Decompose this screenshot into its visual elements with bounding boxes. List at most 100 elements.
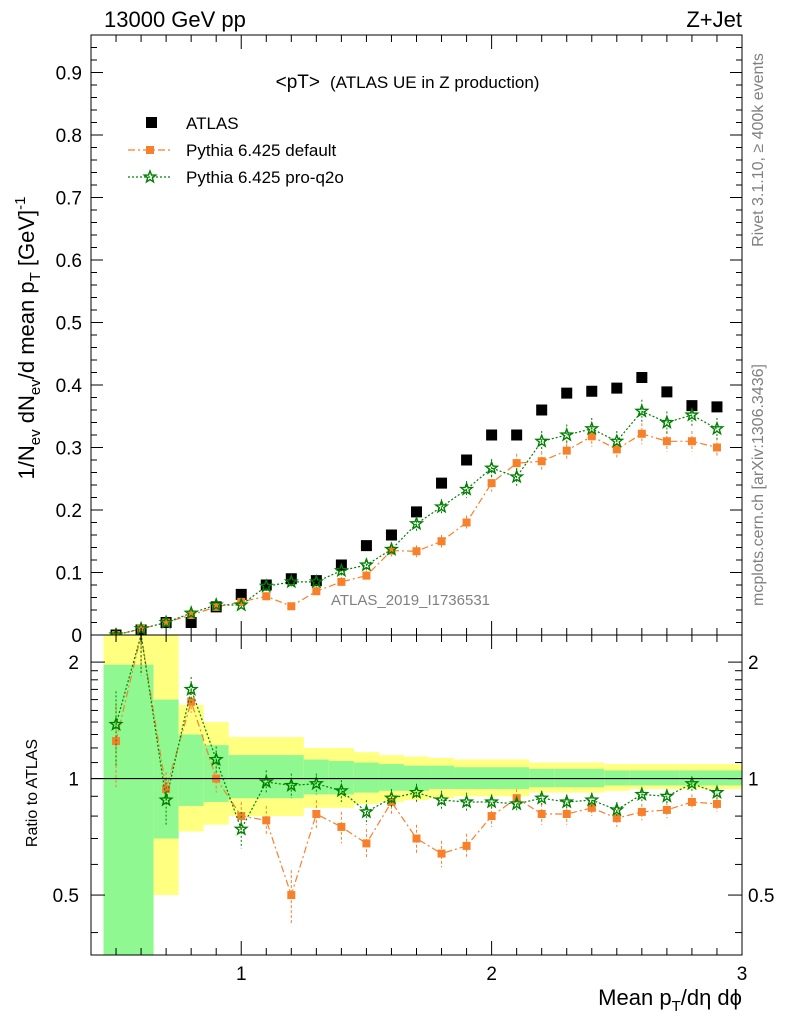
ratio-proq2o-point [158,792,174,807]
main-ytick-label: 0.2 [56,501,82,522]
proq2o-point [383,541,400,556]
x-axis-label: Mean pT/dη dϕ [598,985,742,1015]
y-axis-label: 1/Nev dNev/d mean pT [GeV]-1 [12,197,44,480]
atlas-point [686,400,698,412]
proq2o-point [458,481,475,496]
proq2o-point [483,460,500,475]
proq2o-point [659,414,675,430]
proq2o-point [609,433,625,448]
plot-title: <pT> [276,72,320,93]
ratio-default-point [712,799,721,808]
ratio-default-point [287,891,296,900]
ratio-proq2o-point [458,793,475,809]
default-point [162,618,171,627]
ratio-proq2o-point [308,775,325,791]
atlas-point [436,477,448,489]
atlas-point [235,588,247,600]
ratio-proq2o-point [433,792,450,807]
ratio-default-point [562,809,571,818]
proq2o-point [233,596,249,612]
default-point [462,518,471,527]
ratio-xtick-label: 3 [737,964,748,985]
proq2o-point [433,498,450,514]
band-inner [429,765,455,789]
default-point [312,587,321,596]
proq2o-point [584,420,600,436]
atlas-point [661,386,673,398]
main-ytick-label: 0.7 [56,189,82,210]
atlas-point [185,617,197,628]
proq2o-point [308,573,325,589]
band-inner [153,699,179,839]
ratio-proq2o-point [508,795,525,811]
ratio-default-point [362,839,371,848]
proq2o-point [208,597,224,612]
ratio-proq2o-point [233,821,249,836]
main-ytick-label: 0.9 [56,64,82,85]
ratio-ytick-label-right: 1 [748,770,759,791]
ratio-proq2o-point [183,681,199,696]
header-right: Z+Jet [686,7,742,32]
ratio-default-point [412,834,421,843]
legend-label-default: Pythia 6.425 default [186,141,337,160]
main-ytick-label: 0 [71,626,82,647]
atlas-point [711,401,723,413]
atlas-point [586,385,598,397]
ratio-proq2o-point [709,784,725,800]
default-point [387,546,396,555]
atlas-point [611,382,623,394]
atlas-point [536,404,548,416]
ratio-default-point [662,805,671,814]
ratio-default-point [262,816,271,825]
band-inner [378,764,404,791]
ratio-ytick-label: 2 [68,653,79,674]
rivet-label: Rivet 3.1.10, ≥ 400k events [750,53,767,247]
header-left: 13000 GeV pp [104,7,246,32]
proq2o-point [534,433,550,448]
legend-marker-proq2o [142,169,158,184]
plot-subtitle: (ATLAS UE in Z production) [330,73,539,92]
ratio-proq2o-point [659,788,675,803]
default-point [537,457,546,466]
proq2o-point [709,420,725,436]
proq2o-point [333,562,350,578]
ratio-proq2o-point [534,790,550,805]
ratio-proq2o-point [333,782,350,798]
proq2o-point [258,578,274,593]
ratio-default-point [587,803,596,812]
ratio-proq2o-point [283,777,299,792]
main-ytick-label: 0.4 [56,376,83,397]
ratio-default-point [687,797,696,806]
ratio-default-point [537,809,546,818]
legend-marker-default [146,146,154,154]
ratio-ytick-label-right: 2 [748,653,759,674]
ratio-proq2o-point [258,773,275,789]
ratio-proq2o-point [358,803,375,819]
atlas-point [486,429,498,441]
atlas-point [561,387,573,399]
ratio-proq2o-point [208,751,224,767]
ratio-proq2o-point [609,801,625,817]
default-point [287,602,296,611]
default-point [237,597,246,606]
main-ytick-label: 0.8 [56,126,82,147]
ratio-default-point [337,822,346,831]
legend-star-icon [142,169,158,184]
proq2o-point [559,426,575,442]
atlas-point [411,506,422,518]
default-point [612,445,621,454]
ratio-default-point [312,809,321,818]
ratio-proq2o-point [584,792,600,807]
ratio-xtick-label: 1 [236,964,247,985]
band-inner [178,734,204,806]
ratio-ytick-label: 0.5 [53,886,79,907]
main-plot-axes: 0 0.1 0.2 0.3 0.4 0.5 0.6 0.7 0.8 0.9 [56,34,743,647]
ratio-proq2o-point [408,784,425,800]
atlas-point [385,529,397,541]
atlas-point [461,454,473,466]
ratio-proq2o-point [684,775,700,791]
default-point [637,429,646,438]
ratio-proq2o-point [634,786,650,801]
mcplots-label: mcplots.cern.ch [arXiv:1306.3436] [750,364,767,606]
